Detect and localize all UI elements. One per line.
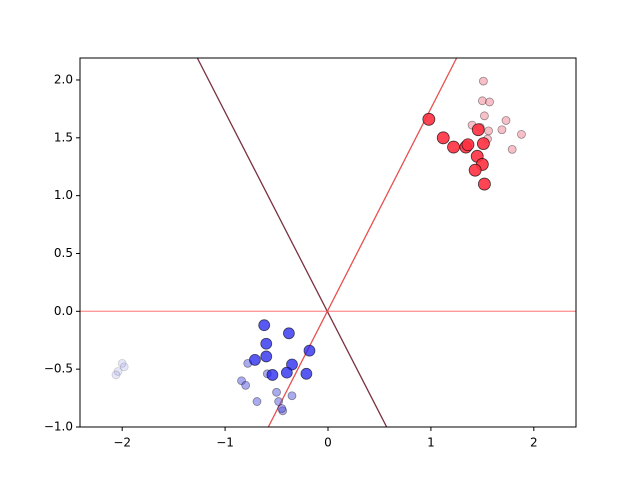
- point: [111, 370, 121, 380]
- point: [282, 327, 295, 340]
- point: [277, 404, 287, 413]
- point: [113, 367, 123, 376]
- x-tick-label: −1: [216, 436, 234, 450]
- point: [468, 163, 482, 177]
- point: [266, 369, 279, 381]
- y-tick-label: 0.0: [54, 304, 73, 318]
- y-tick-label: 2.0: [54, 72, 73, 86]
- point: [477, 96, 487, 106]
- point: [478, 76, 488, 86]
- point: [258, 319, 271, 332]
- y-tick-label: 1.5: [54, 130, 73, 144]
- x-tick-label: −2: [113, 436, 131, 450]
- line: [196, 58, 388, 427]
- point: [447, 140, 460, 154]
- y-tick-label: 1.0: [54, 188, 73, 202]
- x-tick-label: 0: [324, 436, 332, 450]
- point: [260, 337, 273, 350]
- point: [471, 123, 485, 137]
- point: [280, 366, 293, 379]
- point: [252, 397, 262, 406]
- point: [478, 177, 491, 191]
- point: [274, 397, 284, 406]
- point: [485, 97, 494, 107]
- point: [480, 111, 489, 121]
- point: [300, 367, 313, 380]
- x-tick-label: 1: [427, 436, 435, 450]
- point: [422, 112, 436, 126]
- y-tick-label: −1.0: [44, 420, 73, 434]
- point: [249, 354, 261, 366]
- point: [287, 391, 297, 401]
- point: [501, 116, 511, 125]
- point: [476, 137, 490, 150]
- point: [484, 126, 493, 136]
- y-tick-label: −0.5: [44, 362, 73, 376]
- point: [117, 358, 127, 368]
- x-tick-label: 2: [530, 436, 538, 450]
- point: [461, 138, 475, 152]
- point: [517, 129, 526, 139]
- point: [507, 144, 517, 154]
- point: [260, 350, 273, 363]
- point: [497, 125, 507, 135]
- y-tick-label: 0.5: [54, 246, 73, 260]
- axes-frame: [79, 57, 577, 428]
- point: [119, 362, 129, 372]
- point: [241, 380, 251, 390]
- plot-area: [80, 58, 576, 427]
- point: [303, 344, 316, 357]
- point: [272, 387, 281, 397]
- point: [436, 131, 450, 145]
